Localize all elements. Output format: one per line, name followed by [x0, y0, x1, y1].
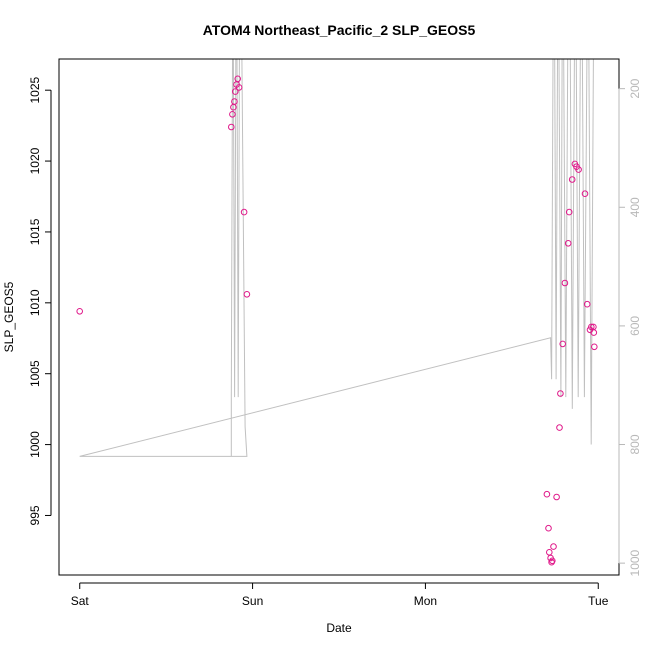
- data-point: [590, 329, 598, 336]
- data-point: [568, 176, 576, 183]
- x-tick-label: Sat: [71, 594, 90, 608]
- data-point: [557, 390, 564, 397]
- data-point: [546, 549, 553, 556]
- data-point: [565, 208, 573, 216]
- x-tick-label: Sun: [242, 594, 263, 608]
- data-point: [561, 279, 569, 287]
- data-point: [588, 323, 595, 331]
- y2-tick-label: 400: [628, 197, 642, 217]
- data-point: [240, 208, 248, 216]
- data-point: [575, 166, 582, 173]
- y-tick-label: 1015: [28, 218, 42, 245]
- data-point: [228, 123, 235, 131]
- y2-tick-label: 800: [628, 434, 642, 454]
- data-point: [559, 340, 567, 348]
- data-point: [550, 543, 557, 550]
- x-axis-label: Date: [326, 621, 352, 635]
- data-point: [553, 493, 560, 501]
- series-layer: [76, 59, 598, 566]
- data-point: [564, 240, 572, 247]
- x-tick-label: Tue: [588, 594, 609, 608]
- data-point: [543, 490, 551, 498]
- y-tick-label: 1025: [28, 77, 42, 104]
- x-axis: Sat Sun Mon Tue: [71, 582, 609, 608]
- y-axis-right: 200 400 600 800 1000: [618, 78, 642, 576]
- y-tick-label: 1000: [28, 431, 42, 458]
- y2-tick-label: 200: [628, 78, 642, 98]
- data-point: [232, 88, 239, 95]
- data-point: [581, 190, 589, 197]
- data-point: [591, 343, 598, 351]
- chart-title: ATOM4 Northeast_Pacific_2 SLP_GEOS5: [203, 22, 476, 38]
- data-point: [234, 75, 241, 83]
- y-tick-label: 1005: [28, 360, 42, 387]
- plot-frame: [58, 58, 620, 576]
- y-tick-label: 1010: [28, 289, 42, 316]
- data-point: [583, 300, 591, 308]
- data-point: [235, 84, 243, 91]
- y-tick-label: 995: [28, 505, 42, 525]
- y2-tick-label: 600: [628, 316, 642, 336]
- y-tick-label: 1020: [28, 147, 42, 174]
- profile-line: [79, 59, 596, 457]
- data-point: [229, 111, 236, 118]
- y-axis-label: SLP_GEOS5: [2, 281, 16, 352]
- y2-tick-label: 1000: [628, 549, 642, 576]
- y-axis-left: 995 1000 1005 1010 1015 1020 1025: [28, 77, 52, 525]
- data-point: [545, 524, 552, 532]
- data-point: [549, 557, 556, 565]
- data-point: [76, 308, 83, 315]
- data-point: [243, 291, 251, 298]
- data-point: [556, 424, 563, 431]
- data-point: [231, 98, 238, 105]
- x-tick-label: Mon: [414, 594, 437, 608]
